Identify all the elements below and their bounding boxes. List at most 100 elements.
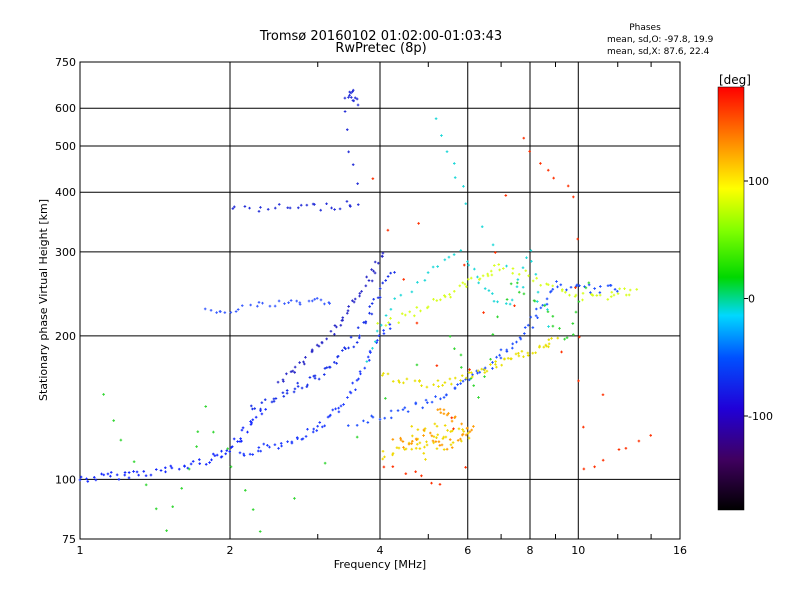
- data-point: [476, 275, 479, 279]
- data-point: [408, 310, 412, 314]
- data-point: [296, 385, 300, 388]
- data-point: [618, 287, 621, 291]
- data-point: [551, 324, 555, 328]
- data-point: [498, 353, 501, 357]
- data-point: [379, 323, 383, 327]
- data-point: [127, 471, 131, 474]
- data-point: [628, 288, 632, 292]
- data-point: [449, 430, 453, 433]
- data-point: [435, 364, 439, 367]
- data-point: [319, 298, 323, 302]
- data-point: [373, 271, 377, 275]
- data-point: [494, 360, 497, 363]
- data-point: [424, 458, 427, 461]
- data-point: [246, 430, 249, 434]
- data-point: [347, 346, 350, 350]
- data-point: [536, 316, 539, 320]
- data-point: [198, 462, 202, 465]
- data-point: [439, 397, 442, 401]
- data-point: [519, 337, 523, 341]
- data-point: [261, 301, 264, 305]
- data-point: [263, 398, 267, 402]
- data-point: [478, 277, 482, 281]
- y-tick-label: 100: [55, 473, 76, 486]
- data-point: [465, 427, 469, 430]
- data-point: [308, 376, 312, 379]
- data-point: [313, 297, 316, 301]
- data-point: [169, 464, 173, 468]
- data-point: [411, 439, 414, 443]
- data-point: [218, 310, 222, 313]
- data-point: [364, 284, 368, 288]
- data-point: [595, 294, 599, 297]
- data-point: [515, 285, 519, 289]
- data-point: [306, 427, 309, 431]
- data-point: [341, 349, 344, 352]
- data-point: [191, 460, 195, 463]
- data-point: [415, 321, 419, 325]
- data-point: [593, 287, 596, 290]
- data-point: [183, 465, 186, 468]
- data-point: [86, 480, 90, 483]
- data-point: [510, 357, 513, 361]
- data-point: [496, 300, 499, 304]
- data-point: [137, 473, 140, 477]
- data-point: [577, 379, 580, 383]
- data-point: [132, 460, 136, 463]
- data-point: [453, 289, 456, 293]
- data-point: [390, 416, 393, 420]
- data-point: [273, 206, 277, 210]
- data-point: [383, 416, 387, 420]
- data-point: [414, 470, 417, 473]
- data-point: [623, 287, 626, 290]
- data-point: [297, 206, 300, 210]
- data-point: [556, 336, 560, 340]
- y-tick-label: 200: [55, 330, 76, 343]
- data-point: [558, 327, 561, 330]
- data-point: [381, 251, 385, 255]
- data-point: [522, 355, 525, 359]
- data-point: [277, 203, 281, 206]
- data-point: [301, 437, 305, 441]
- data-point: [422, 428, 426, 432]
- data-point: [272, 399, 276, 403]
- data-point: [327, 301, 331, 304]
- colorbar-tick-label: 0: [748, 293, 755, 306]
- data-point: [460, 422, 463, 426]
- data-point: [493, 264, 496, 267]
- data-point: [414, 402, 418, 406]
- x-tick-label: 6: [464, 544, 471, 557]
- data-point: [616, 292, 620, 295]
- data-point: [242, 454, 246, 457]
- data-point: [477, 396, 480, 399]
- data-point: [348, 390, 352, 394]
- data-point: [461, 433, 464, 437]
- data-point: [368, 358, 371, 362]
- data-point: [233, 205, 236, 209]
- data-point: [391, 465, 395, 468]
- data-point: [280, 444, 283, 448]
- data-point: [331, 408, 335, 412]
- data-point: [434, 440, 438, 443]
- data-point: [345, 128, 349, 131]
- data-point: [293, 365, 297, 369]
- data-point: [266, 208, 270, 211]
- data-point: [467, 263, 470, 267]
- data-point: [351, 88, 355, 92]
- data-point: [420, 474, 423, 478]
- data-point: [376, 339, 379, 342]
- data-point: [459, 353, 463, 357]
- data-point: [491, 367, 494, 370]
- data-point: [282, 395, 286, 398]
- data-point: [601, 458, 605, 462]
- data-point: [295, 299, 298, 303]
- x-axis-ticks: 1 2 4 6 8 10 16: [77, 62, 687, 557]
- data-point: [450, 419, 454, 423]
- data-point: [341, 316, 345, 319]
- data-point: [435, 447, 439, 450]
- data-point: [432, 435, 436, 438]
- data-point: [321, 425, 324, 429]
- data-point: [522, 292, 526, 296]
- data-point: [240, 304, 244, 307]
